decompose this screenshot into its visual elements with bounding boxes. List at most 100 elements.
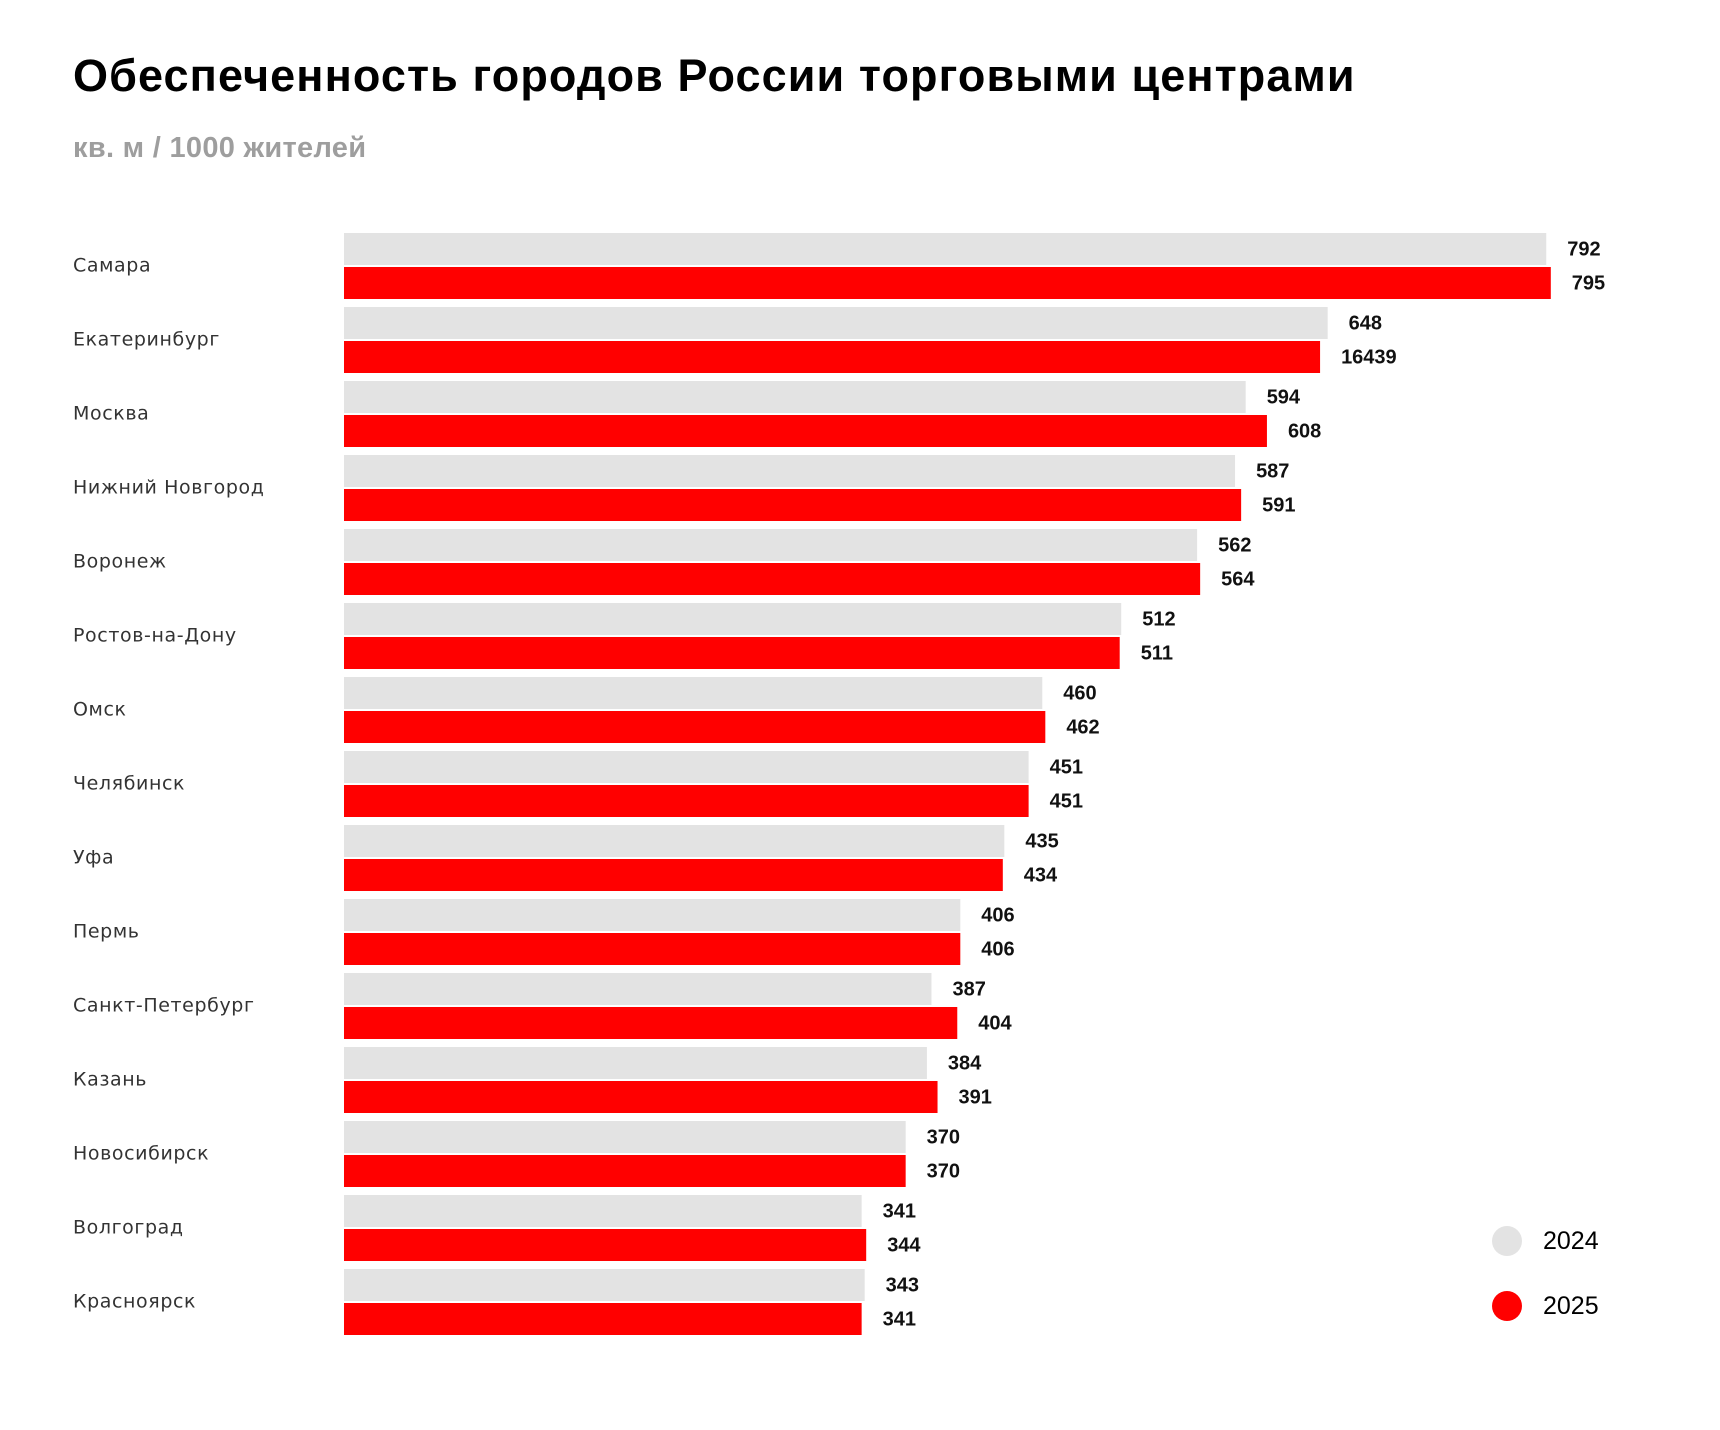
bar-2024	[344, 1047, 927, 1079]
bar-2025	[344, 341, 1321, 373]
bar-2024	[344, 677, 1043, 709]
bar-2024	[344, 825, 1005, 857]
value-label-2024: 648	[1349, 312, 1382, 334]
bar-group-15: Красноярск 343 341	[73, 1269, 919, 1335]
category-label: Пермь	[73, 921, 140, 943]
bar-group-4: Нижний Новгород 587 591	[73, 455, 1296, 521]
value-label-2025: 404	[978, 1012, 1012, 1034]
value-label-2024: 512	[1142, 608, 1175, 630]
value-label-2025: 391	[959, 1086, 992, 1108]
bar-2025	[344, 415, 1267, 447]
category-label: Ростов-на-Дону	[73, 625, 237, 647]
bar-2025	[344, 267, 1551, 299]
chart-subtitle: кв. м / 1000 жителей	[73, 132, 367, 164]
value-label-2025: 608	[1288, 420, 1321, 442]
category-label: Москва	[73, 403, 149, 425]
value-label-2024: 435	[1025, 830, 1058, 852]
bar-2024	[344, 899, 961, 931]
value-label-2024: 384	[948, 1052, 982, 1074]
bar-2025	[344, 489, 1242, 521]
value-label-2024: 451	[1050, 756, 1083, 778]
bar-2025	[344, 637, 1120, 669]
value-label-2025: 564	[1221, 568, 1255, 590]
bar-group-2: Екатеринбург 648 16439	[73, 307, 1397, 373]
value-label-2025: 511	[1141, 642, 1173, 664]
bar-2024	[344, 973, 932, 1005]
value-label-2025: 406	[981, 938, 1014, 960]
bar-2024	[344, 751, 1029, 783]
legend-label-2025: 2025	[1543, 1291, 1599, 1320]
value-label-2024: 387	[952, 978, 985, 1000]
value-label-2025: 795	[1572, 272, 1605, 294]
bar-2024	[344, 307, 1328, 339]
bar-2025	[344, 1303, 862, 1335]
value-label-2024: 406	[981, 904, 1014, 926]
bar-2025	[344, 785, 1029, 817]
value-label-2024: 341	[883, 1200, 916, 1222]
bar-2025	[344, 563, 1201, 595]
bar-2025	[344, 711, 1046, 743]
value-label-2024: 594	[1267, 386, 1301, 408]
value-label-2024: 792	[1567, 238, 1600, 260]
bar-2025	[344, 1007, 958, 1039]
bar-group-13: Новосибирск 370 370	[73, 1121, 960, 1187]
value-label-2024: 343	[886, 1274, 919, 1296]
bar-group-8: Челябинск 451 451	[73, 751, 1083, 817]
chart-title: Обеспеченность городов России торговыми …	[73, 50, 1356, 101]
category-label: Казань	[73, 1069, 147, 1091]
value-label-2025: 16439	[1341, 346, 1397, 368]
value-label-2024: 562	[1218, 534, 1251, 556]
bar-group-6: Ростов-на-Дону 512 511	[73, 603, 1176, 669]
value-label-2025: 370	[927, 1160, 960, 1182]
bar-group-12: Казань 384 391	[73, 1047, 992, 1113]
value-label-2025: 341	[883, 1308, 916, 1330]
value-label-2025: 344	[887, 1234, 921, 1256]
category-label: Волгоград	[73, 1217, 184, 1239]
value-label-2025: 451	[1050, 790, 1083, 812]
value-label-2025: 434	[1024, 864, 1058, 886]
legend-item-2025: 2025	[1492, 1287, 1599, 1325]
bar-2024	[344, 603, 1122, 635]
category-label: Воронеж	[73, 551, 167, 573]
bar-2025	[344, 1081, 938, 1113]
category-label: Уфа	[73, 847, 114, 869]
bar-group-5: Воронеж 562 564	[73, 529, 1255, 595]
category-label: Челябинск	[73, 773, 185, 795]
category-label: Омск	[73, 699, 127, 721]
value-label-2024: 460	[1063, 682, 1096, 704]
bar-2025	[344, 1155, 906, 1187]
bar-2024	[344, 1269, 865, 1301]
bar-2024	[344, 529, 1198, 561]
bar-group-10: Пермь 406 406	[73, 899, 1015, 965]
value-label-2025: 591	[1262, 494, 1295, 516]
category-label: Красноярск	[73, 1291, 196, 1313]
legend-swatch-2025	[1492, 1291, 1522, 1321]
value-label-2024: 370	[927, 1126, 960, 1148]
legend: 2024 2025	[1492, 1222, 1599, 1352]
bar-group-1: Самара 792 795	[73, 233, 1605, 299]
category-label: Санкт-Петербург	[73, 995, 255, 1017]
legend-swatch-2024	[1492, 1226, 1522, 1256]
bar-2024	[344, 1121, 906, 1153]
bar-2024	[344, 455, 1236, 487]
bar-group-9: Уфа 435 434	[73, 825, 1059, 891]
bar-2024	[344, 233, 1547, 265]
category-label: Екатеринбург	[73, 329, 220, 351]
category-label: Самара	[73, 255, 151, 277]
bar-group-14: Волгоград 341 344	[73, 1195, 921, 1261]
bar-group-11: Санкт-Петербург 387 404	[73, 973, 1013, 1039]
value-label-2025: 462	[1066, 716, 1099, 738]
value-label-2024: 587	[1256, 460, 1289, 482]
category-label: Новосибирск	[73, 1143, 209, 1165]
legend-label-2024: 2024	[1543, 1226, 1599, 1255]
bar-group-7: Омск 460 462	[73, 677, 1100, 743]
bar-group-3: Москва 594 608	[73, 381, 1321, 447]
bar-2024	[344, 381, 1246, 413]
bar-2025	[344, 933, 961, 965]
legend-item-2024: 2024	[1492, 1222, 1599, 1260]
category-label: Нижний Новгород	[73, 477, 264, 499]
bar-2025	[344, 1229, 867, 1261]
bar-2024	[344, 1195, 862, 1227]
bar-2025	[344, 859, 1003, 891]
